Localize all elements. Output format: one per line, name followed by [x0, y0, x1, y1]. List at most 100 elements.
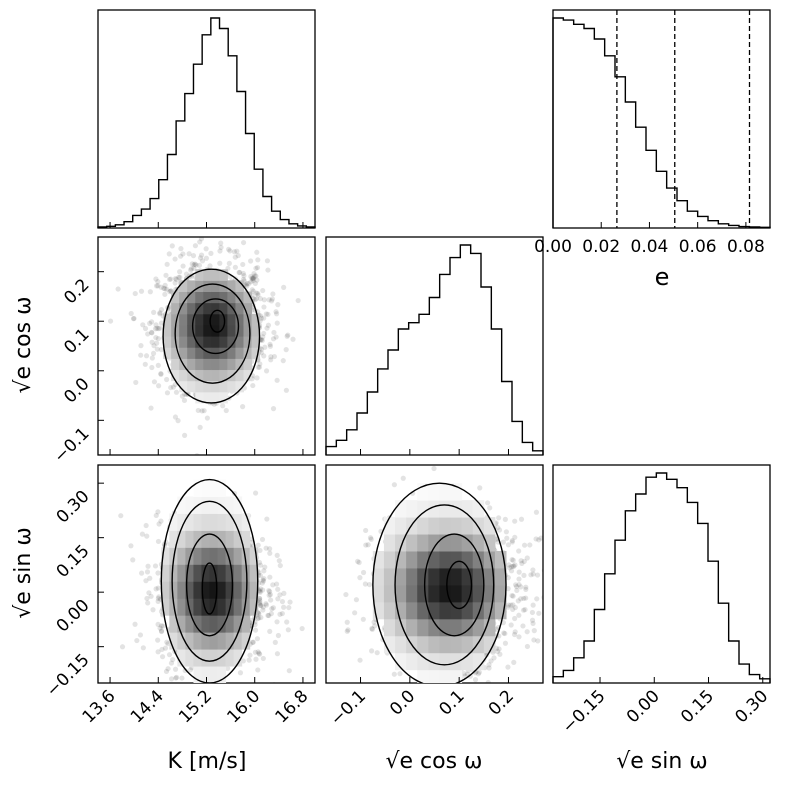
k-x-ticklabel-1: 14.4 — [127, 686, 168, 727]
cos-vs-k-contour-3 — [162, 268, 261, 404]
ylabel-cos: √e cos ω — [11, 297, 36, 394]
sin-hist-bin-19 — [749, 675, 759, 683]
k-hist-bin-4 — [133, 215, 142, 228]
cos-y-ticklabel-1: 0.0 — [60, 374, 93, 407]
k-hist-bin-6 — [150, 199, 159, 228]
cos-hist-bin-0 — [326, 447, 336, 455]
sin-hist-bin-0 — [553, 677, 563, 683]
cos-hist-bin-17 — [502, 382, 512, 456]
sin-hist-bin-6 — [615, 540, 625, 683]
sin-hist-bin-14 — [698, 523, 708, 683]
k-hist-bin-12 — [202, 35, 211, 228]
cos-x-ticklabel-1: 0.0 — [386, 686, 419, 719]
k-hist-bin-9 — [176, 121, 185, 228]
sin-hist-bin-10 — [656, 473, 666, 683]
cos-hist-bin-1 — [336, 440, 346, 455]
e-hist-x-ticklabel-2: 0.04 — [631, 237, 669, 257]
k-hist-bin-13 — [211, 18, 220, 228]
sin-vs-k-contour-0 — [201, 562, 218, 615]
sin-y-ticklabel-3: 0.30 — [53, 487, 94, 528]
k-hist-bin-7 — [159, 180, 168, 228]
k-hist-bin-21 — [280, 220, 289, 228]
k-hist-bin-11 — [193, 64, 202, 228]
panel-cos-hist — [325, 236, 544, 456]
sin-hist-bin-9 — [646, 477, 656, 683]
k-hist-bin-14 — [220, 29, 229, 229]
k-x-ticklabel-3: 16.0 — [223, 686, 264, 727]
cos-hist-bin-6 — [388, 350, 398, 455]
e-hist-bin-7 — [625, 102, 635, 228]
cos-vs-k-contour-2 — [174, 283, 251, 384]
sin-hist-bin-4 — [594, 610, 604, 684]
xlabel-sin: √e sin ω — [616, 749, 707, 774]
cos-hist-bin-4 — [367, 392, 377, 455]
e-hist-bin-12 — [677, 201, 687, 228]
e-hist-step-line — [552, 17, 771, 229]
cos-x-ticklabel-2: 0.1 — [435, 686, 468, 719]
k-hist-bin-19 — [263, 197, 272, 229]
sin-y-ticklabel-1: 0.00 — [53, 596, 94, 637]
cos-hist-bin-5 — [378, 369, 388, 455]
ylabel-sin: √e sin ω — [11, 527, 36, 618]
e-hist-bin-15 — [708, 221, 718, 228]
panels: 0.00 0.02 0.04 0.06 0.08 −0.1 0.0 0.1 0.2 13.6 14.… — [43, 9, 772, 737]
k-hist-bin-8 — [167, 155, 176, 229]
cos-y-ticklabel-3: 0.2 — [60, 275, 93, 308]
cos-hist-bin-15 — [481, 287, 491, 455]
panel-sin-hist — [552, 464, 771, 684]
cos-y-ticklabel-0: −0.1 — [50, 424, 93, 467]
xlabel-cos: √e cos ω — [386, 749, 483, 774]
e-hist-bin-10 — [656, 171, 666, 228]
cos-vs-k-contour-0 — [209, 309, 226, 333]
cos-x-ticklabel-3: 0.2 — [485, 686, 518, 719]
sin-hist-bin-11 — [667, 479, 677, 683]
e-hist-bin-4 — [594, 39, 604, 228]
sin-hist-bin-1 — [563, 670, 573, 683]
sin-vs-cos-contour-0 — [446, 560, 473, 610]
sin-vs-cos-scatter — [343, 465, 543, 683]
sin-hist-bin-18 — [739, 664, 749, 683]
cos-hist-bin-11 — [440, 274, 450, 455]
sin-hist-bin-13 — [687, 502, 697, 683]
k-hist-step-line — [97, 17, 316, 228]
sin-hist-bin-5 — [605, 574, 615, 683]
sin-vs-cos-contour-3 — [372, 482, 507, 683]
sin-hist-bin-2 — [574, 658, 584, 683]
xlabel-e: e — [655, 263, 670, 291]
cos-hist-bin-19 — [522, 442, 532, 455]
k-hist-bin-5 — [141, 209, 150, 228]
k-hist-bin-10 — [185, 94, 194, 228]
sin-x-ticklabel-2: 0.15 — [677, 686, 718, 727]
sin-y-ticklabel-0: −0.15 — [43, 650, 94, 701]
k-hist-bin-3 — [124, 222, 133, 228]
e-hist-x-ticklabel-3: 0.06 — [679, 237, 717, 257]
e-hist-bin-14 — [698, 216, 708, 228]
xlabel-k: K [m/s] — [168, 749, 247, 774]
e-hist-bin-8 — [636, 127, 646, 228]
sin-vs-cos-contour-1 — [423, 533, 485, 637]
sin-hist-bin-12 — [677, 488, 687, 683]
k-x-ticklabel-4: 16.8 — [272, 686, 313, 727]
e-hist-x-ticklabel-0: 0.00 — [534, 237, 572, 257]
sin-x-ticklabel-0: −0.15 — [559, 686, 610, 737]
sin-vs-k-scatter — [118, 465, 305, 683]
e-hist-bin-13 — [687, 211, 697, 228]
sin-x-ticklabel-3: 0.30 — [731, 686, 772, 727]
e-hist-bin-9 — [646, 150, 656, 228]
sin-vs-k-contour-3 — [160, 478, 259, 683]
sin-hist-step-line — [552, 472, 771, 683]
e-hist-bin-2 — [574, 24, 584, 228]
k-hist-bin-18 — [254, 169, 263, 228]
k-hist-bin-17 — [246, 134, 255, 229]
sin-x-ticklabel-1: 0.00 — [623, 686, 664, 727]
e-hist-bin-11 — [667, 188, 677, 228]
cos-vs-k-contour-1 — [191, 298, 240, 355]
cos-hist-bin-13 — [460, 245, 470, 455]
e-hist-bin-0 — [553, 18, 563, 228]
k-x-ticklabel-0: 13.6 — [79, 686, 120, 727]
e-hist-x-ticklabel-1: 0.02 — [582, 237, 620, 257]
cos-hist-bin-2 — [347, 430, 357, 455]
k-hist-bin-16 — [237, 92, 246, 229]
sin-hist-bin-3 — [584, 641, 594, 683]
